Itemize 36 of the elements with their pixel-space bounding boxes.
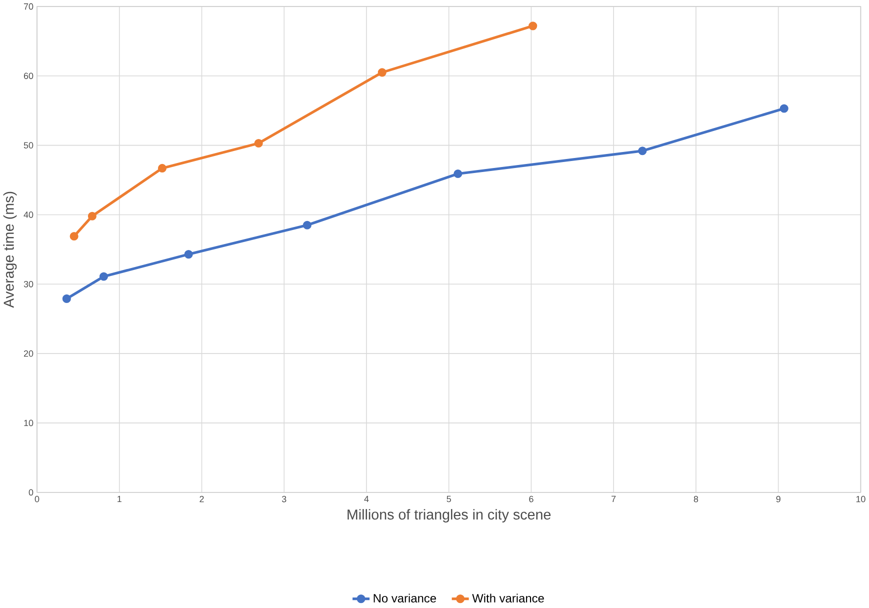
y-tick-label: 20: [24, 350, 34, 357]
point: [88, 212, 96, 220]
point: [638, 146, 647, 156]
y-tick-label: 30: [24, 281, 34, 288]
point: [184, 250, 193, 259]
x-tick-label: 0: [34, 496, 40, 502]
x-tick-label: 10: [856, 496, 866, 502]
x-tick-label: 4: [364, 496, 369, 502]
y-tick-label: 60: [24, 72, 34, 80]
x-tick-label: 8: [694, 496, 698, 502]
point: [99, 272, 108, 281]
y-tick-label: 10: [24, 420, 34, 426]
x-tick-label: 5: [446, 496, 451, 502]
x-tick-label: 7: [612, 496, 616, 502]
point: [254, 139, 263, 148]
x-tick-label: 1: [118, 496, 122, 502]
legend-label: With variance: [472, 594, 544, 603]
point: [528, 22, 538, 30]
point: [780, 104, 788, 113]
point: [70, 232, 78, 241]
legend-label: No variance: [374, 594, 436, 603]
y-tick-label: 70: [24, 3, 34, 10]
y-tick-label: 40: [24, 212, 34, 218]
point: [158, 164, 166, 173]
x-tick-label: 2: [200, 496, 204, 502]
y-tick-label: 0: [28, 489, 34, 496]
x-axis-title: Millions of triangles in city scene: [348, 509, 551, 523]
y-axis-title: Average time (ms): [3, 192, 17, 308]
y-tick-label: 50: [24, 142, 34, 149]
point: [302, 220, 312, 230]
point: [454, 170, 462, 178]
x-tick-label: 9: [776, 496, 780, 502]
x-tick-label: 3: [282, 496, 286, 502]
x-tick-label: 6: [529, 496, 534, 502]
point: [62, 294, 71, 304]
point: [378, 68, 386, 77]
